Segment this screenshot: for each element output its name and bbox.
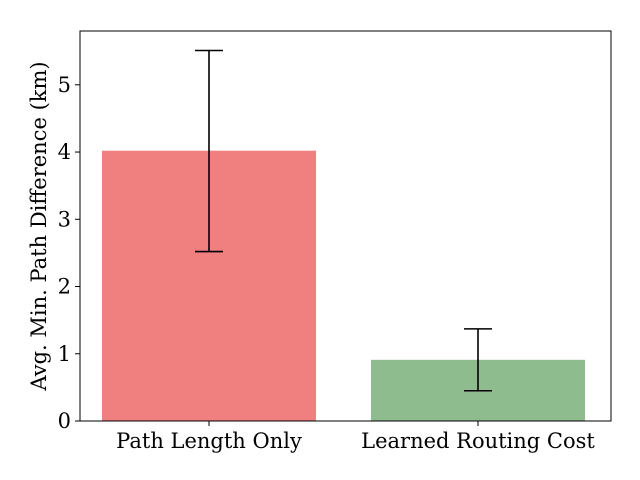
plot-frame: [79, 30, 612, 422]
error-bars-layer: [195, 49, 492, 392]
x-tick-label: Learned Routing Cost: [361, 429, 595, 453]
y-tick-label: 2: [58, 275, 71, 299]
y-tick-label: 5: [58, 73, 71, 97]
y-tick-label: 4: [58, 140, 71, 164]
y-axis-label: Avg. Min. Path Difference (km): [27, 61, 51, 391]
x-axis: Path Length Only Learned Routing Cost: [116, 421, 595, 453]
x-tick-label: Path Length Only: [116, 429, 302, 453]
bars-layer: [102, 150, 585, 422]
y-axis: 0 1 2 3 4 5: [58, 73, 80, 433]
y-tick-label: 1: [58, 342, 71, 366]
y-tick-label: 3: [58, 207, 71, 231]
y-tick-label: 0: [58, 409, 71, 433]
